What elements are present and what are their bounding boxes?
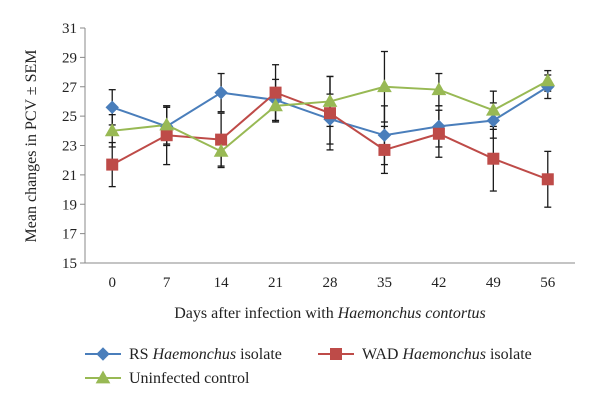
uninfected-control-point — [213, 143, 229, 157]
wad-haemonchus-isolate-point — [215, 133, 228, 146]
y-tick-label: 17 — [62, 227, 78, 243]
y-tick-label: 23 — [62, 139, 77, 155]
uninfected-control-point — [540, 73, 556, 87]
x-tick-label: 49 — [486, 275, 501, 291]
y-tick-label: 29 — [62, 50, 77, 66]
wad-haemonchus-isolate-point — [160, 129, 173, 142]
x-tick-label: 35 — [377, 275, 392, 291]
rs-haemonchus-isolate-point — [105, 100, 119, 115]
tick-labels: 15 17 19 21 23 25 27 29 31 0 7 14 21 28 35 42 49 56 — [62, 21, 556, 291]
rs-haemonchus-isolate-point — [214, 85, 228, 100]
x-tick-label: 56 — [540, 275, 556, 291]
wad-haemonchus-isolate-point — [541, 173, 554, 186]
uninfected-control-point — [268, 98, 283, 112]
rs-haemonchus-isolate-legend-marker — [96, 347, 110, 361]
y-tick-label: 15 — [62, 256, 77, 272]
wad-haemonchus-isolate-legend-label: WAD Haemonchus isolate — [362, 346, 532, 363]
y-tick-label: 25 — [62, 109, 77, 125]
wad-haemonchus-isolate-point — [269, 86, 282, 99]
wad-haemonchus-isolate-point — [106, 158, 119, 171]
x-tick-label: 7 — [163, 275, 171, 291]
uninfected-control-point — [485, 102, 501, 116]
uninfected-control-point — [104, 123, 120, 137]
uninfected-control-point — [377, 79, 392, 93]
x-tick-label: 21 — [268, 275, 283, 291]
x-tick-label: 28 — [323, 275, 338, 291]
x-axis-title: Days after infection with Haemonchus con… — [174, 305, 485, 322]
x-axis-title-main: Days after infection with — [174, 305, 334, 322]
rs-haemonchus-isolate-legend-label: RS Haemonchus isolate — [129, 346, 282, 363]
uninfected-control-legend-label: Uninfected control — [129, 370, 250, 387]
uninfected-control-point — [159, 117, 175, 131]
wad-haemonchus-isolate-legend-marker — [330, 348, 342, 360]
wad-haemonchus-isolate-point — [487, 152, 500, 165]
y-tick-label: 19 — [62, 197, 77, 213]
legend: RS Haemonchus isolate WAD Haemonchus isol… — [85, 346, 532, 387]
uninfected-control-point — [431, 82, 447, 96]
series-markers — [104, 73, 556, 186]
wad-haemonchus-isolate-point — [324, 107, 336, 120]
x-axis-title-italic: Haemonchus contortus — [337, 305, 486, 322]
x-tick-label: 0 — [108, 275, 116, 291]
y-tick-label: 31 — [62, 21, 77, 37]
y-tick-label: 21 — [62, 168, 77, 184]
x-tick-label: 14 — [214, 275, 230, 291]
y-axis-title: Mean changes in PCV ± SEM — [23, 50, 40, 243]
uninfected-control-point — [322, 93, 338, 107]
uninfected-control-legend-marker — [95, 370, 111, 384]
rs-haemonchus-isolate-point — [486, 113, 501, 128]
rs-haemonchus-isolate-point — [377, 128, 392, 142]
wad-haemonchus-isolate-point — [378, 143, 391, 156]
x-tick-label: 42 — [431, 275, 446, 291]
wad-haemonchus-isolate-point — [432, 127, 445, 140]
y-tick-label: 27 — [62, 80, 78, 96]
